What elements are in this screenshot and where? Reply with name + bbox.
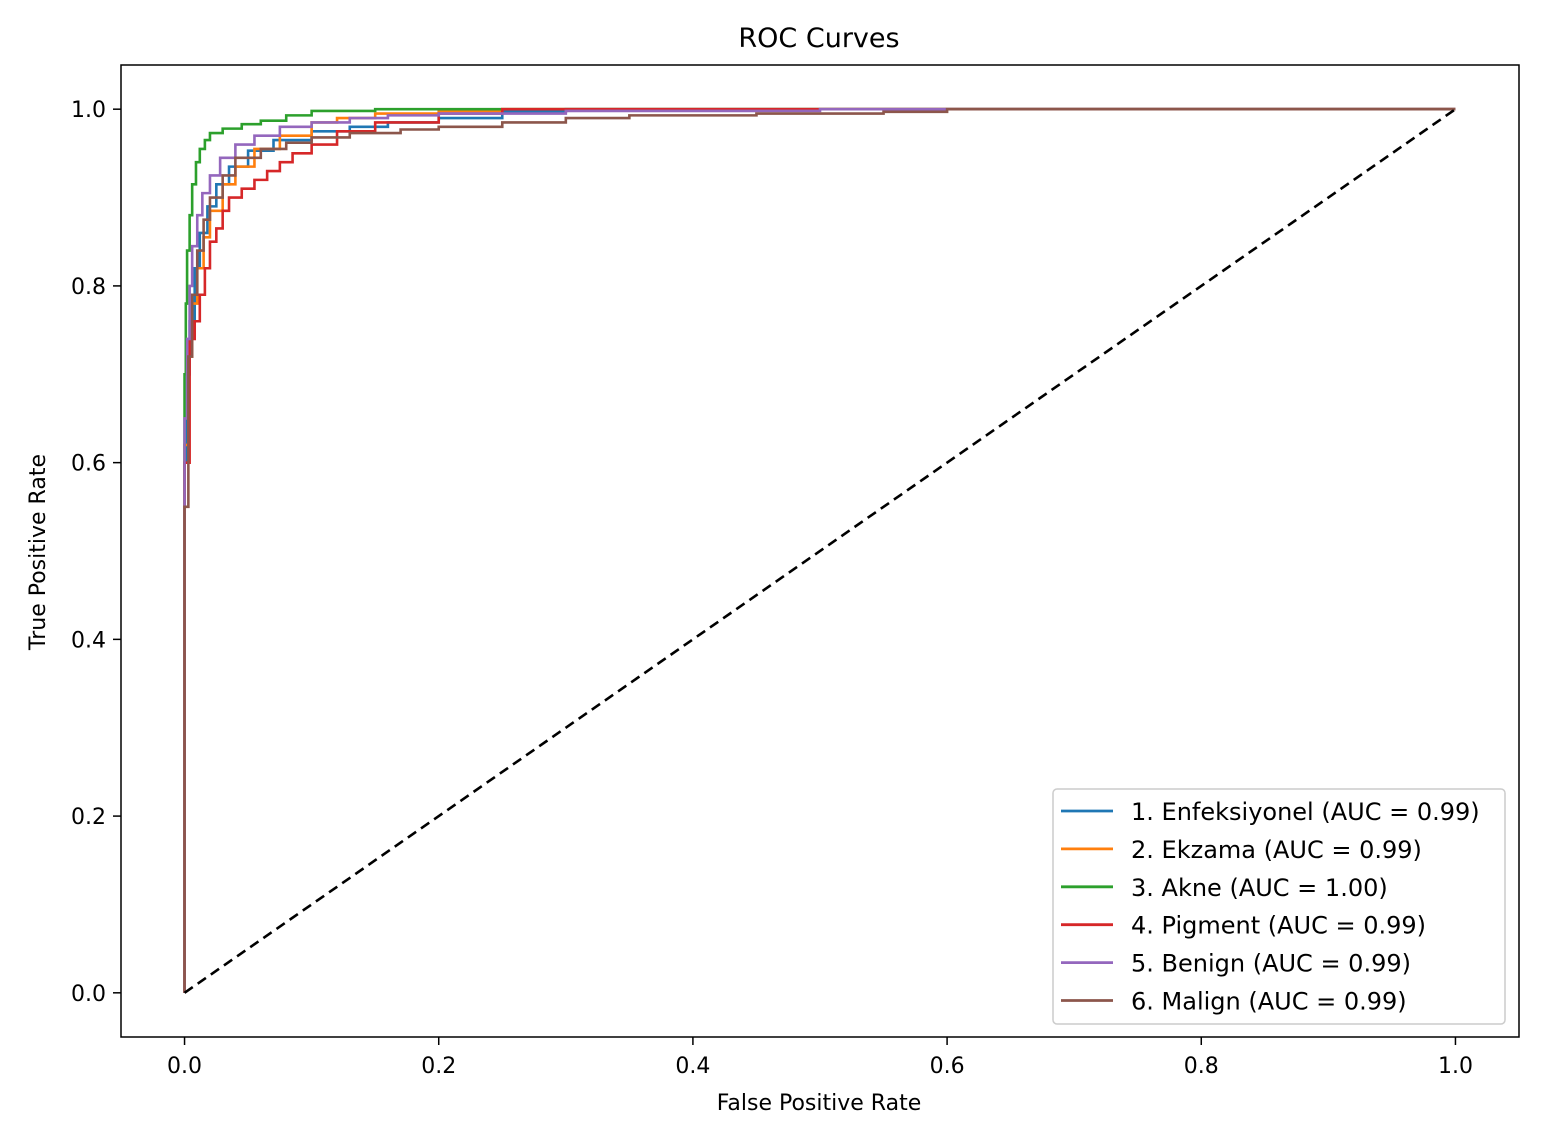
y-tick-label: 1.0	[71, 98, 106, 123]
plot-area	[120, 64, 1520, 1038]
y-axis: 0.0 0.2 0.4 0.6 0.8 1.0	[71, 98, 121, 1007]
legend: 1. Enfeksiyonel (AUC = 0.99) 2. Ekzama (A…	[1052, 788, 1506, 1025]
series-line-3	[183, 107, 1456, 993]
legend-label-4: 4. Pigment (AUC = 0.99)	[1131, 912, 1426, 940]
x-axis-label: False Positive Rate	[717, 1091, 921, 1116]
y-tick-label: 0.2	[71, 805, 106, 830]
y-tick-label: 0.0	[71, 982, 106, 1007]
legend-label-5: 5. Benign (AUC = 0.99)	[1131, 950, 1411, 978]
diagonal-reference-line	[183, 108, 1457, 994]
legend-label-3: 3. Akne (AUC = 1.00)	[1131, 874, 1388, 902]
legend-label-2: 2. Ekzama (AUC = 0.99)	[1131, 836, 1422, 864]
series-line-2	[183, 107, 1456, 993]
y-axis-label: True Positive Rate	[26, 454, 51, 651]
x-tick-label: 0.2	[421, 1054, 456, 1079]
x-tick-label: 0.0	[167, 1054, 202, 1079]
legend-box	[1052, 788, 1506, 1025]
plot-lines	[183, 107, 1457, 994]
series-line-6	[183, 107, 1456, 993]
x-tick-label: 0.8	[1184, 1054, 1219, 1079]
x-tick-label: 1.0	[1438, 1054, 1473, 1079]
y-tick-label: 0.4	[71, 628, 106, 653]
series-line-5	[183, 107, 1456, 993]
legend-label-1: 1. Enfeksiyonel (AUC = 0.99)	[1131, 798, 1480, 826]
y-tick-label: 0.6	[71, 452, 106, 477]
x-tick-label: 0.6	[930, 1054, 965, 1079]
x-tick-label: 0.4	[675, 1054, 710, 1079]
series-line-4	[183, 107, 1456, 993]
chart-title: ROC Curves	[738, 23, 899, 54]
x-axis: 0.0 0.2 0.4 0.6 0.8 1.0	[167, 1037, 1473, 1079]
y-tick-label: 0.8	[71, 275, 106, 300]
legend-label-6: 6. Malign (AUC = 0.99)	[1131, 988, 1407, 1016]
